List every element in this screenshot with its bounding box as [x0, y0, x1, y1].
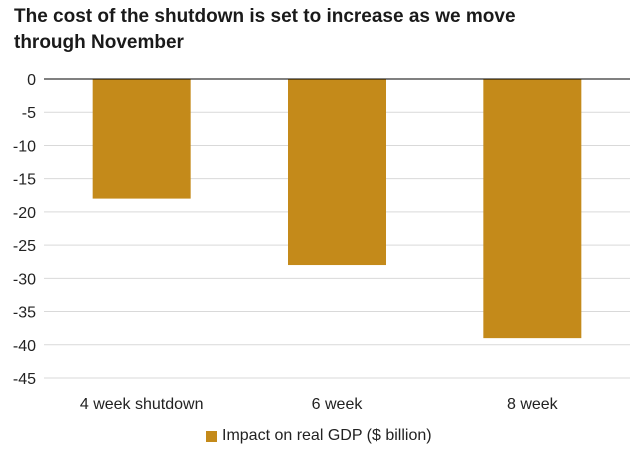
x-category-label: 4 week shutdown [80, 396, 204, 413]
y-tick-label: -5 [22, 105, 36, 122]
chart-title: The cost of the shutdown is set to incre… [14, 6, 516, 53]
bar [288, 79, 386, 266]
y-tick-label: -25 [13, 238, 36, 255]
legend-label: Impact on real GDP ($ billion) [222, 427, 432, 444]
y-tick-label: -15 [13, 172, 36, 189]
bar [483, 79, 582, 339]
bars [92, 79, 582, 339]
y-tick-label: -10 [13, 138, 36, 155]
y-tick-label: -45 [13, 371, 36, 388]
legend-swatch [206, 430, 217, 442]
bar [92, 79, 191, 199]
y-tick-label: -40 [13, 338, 36, 355]
y-tick-label: 0 [27, 72, 36, 89]
y-tick-label: -20 [13, 205, 36, 222]
x-category-label: 6 week [312, 396, 364, 413]
legend: Impact on real GDP ($ billion) [206, 427, 432, 445]
y-tick-label: -35 [13, 305, 36, 322]
x-category-label: 8 week [507, 396, 559, 413]
y-tick-label: -30 [13, 271, 36, 288]
axes: 0 -5 -10 -15 -20 -25 -30 -35 -40 -45 4 week shutdo… [13, 72, 630, 413]
